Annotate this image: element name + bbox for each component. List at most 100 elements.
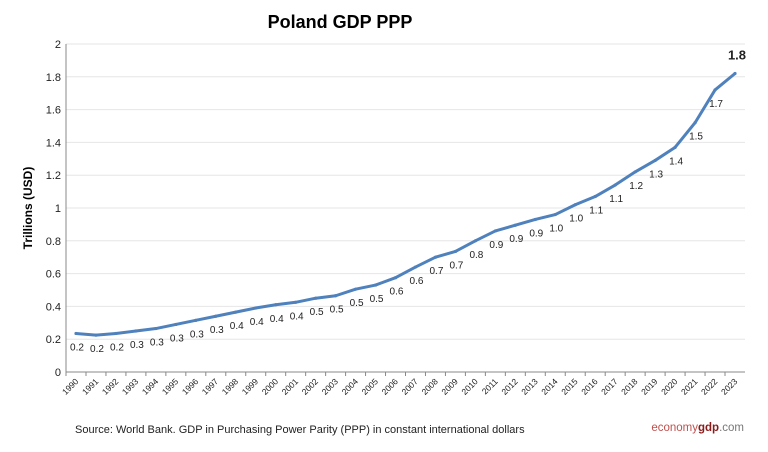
data-label: 1.4: [669, 156, 683, 167]
data-point: [194, 318, 198, 322]
data-label: 0.4: [290, 311, 304, 322]
data-label: 0.7: [449, 260, 463, 271]
data-label: 0.4: [250, 317, 264, 328]
data-point: [334, 294, 338, 298]
series-line: [75, 72, 736, 337]
data-point: [633, 170, 637, 174]
x-tick-label: 2007: [399, 376, 420, 397]
data-point: [353, 287, 358, 291]
data-label: 0.2: [110, 342, 124, 353]
x-tick-label: 1999: [240, 376, 261, 397]
data-point: [114, 331, 118, 336]
data-point: [653, 158, 657, 163]
data-point: [573, 203, 577, 207]
data-label: 0.4: [270, 314, 284, 325]
data-point: [254, 306, 258, 310]
data-label: 0.5: [310, 307, 324, 318]
data-point: [134, 329, 138, 333]
data-label: 0.5: [330, 305, 344, 316]
x-tick-label: 2006: [379, 376, 400, 397]
data-label: 0.9: [489, 240, 503, 251]
data-label: 0.3: [130, 340, 144, 351]
y-tick-label: 1.8: [46, 72, 61, 84]
y-tick-label: 2: [55, 39, 61, 51]
data-label: 1.7: [709, 99, 723, 110]
x-tick-label: 1997: [200, 376, 221, 397]
data-label: 0.9: [509, 234, 523, 245]
y-tick-label: 1.6: [46, 105, 61, 117]
x-tick-label: 2010: [459, 376, 480, 397]
data-label: 1.1: [589, 206, 603, 217]
data-point: [593, 194, 597, 199]
y-tick-label: 0.2: [46, 334, 61, 346]
x-tick-label: 2015: [559, 376, 580, 397]
x-tick-label: 2018: [619, 376, 640, 397]
data-point: [453, 249, 458, 254]
data-label: 0.3: [210, 325, 224, 336]
data-label: 0.3: [190, 329, 204, 340]
watermark-part: gdp: [698, 422, 720, 434]
x-tick-label: 1993: [120, 376, 141, 397]
data-label: 1.3: [649, 169, 663, 180]
data-point: [553, 212, 557, 217]
x-tick-label: 2013: [519, 376, 540, 397]
y-tick-label: 1: [55, 203, 61, 215]
data-point: [533, 217, 537, 222]
data-point: [154, 326, 158, 331]
data-label: 0.3: [170, 333, 184, 344]
data-label: 0.7: [430, 266, 444, 277]
data-label: 0.4: [230, 321, 244, 332]
x-tick-label: 2002: [300, 376, 321, 397]
x-tick-label: 2009: [439, 376, 460, 397]
data-label: 0.5: [370, 294, 384, 305]
data-point: [314, 296, 318, 300]
data-point: [613, 183, 617, 187]
x-tick-label: 2001: [280, 376, 301, 397]
x-tick-label: 2021: [679, 376, 700, 397]
x-tick-label: 2011: [480, 376, 500, 396]
source-note: Source: World Bank. GDP in Purchasing Po…: [75, 424, 525, 436]
data-label: 0.5: [350, 298, 364, 309]
x-tick-label: 2016: [579, 376, 600, 397]
x-tick-label: 1995: [160, 376, 181, 397]
data-point: [294, 300, 298, 304]
data-point: [373, 283, 378, 287]
data-point: [693, 121, 697, 125]
data-point: [413, 265, 418, 269]
y-axis-label: Trillions (USD): [21, 167, 35, 250]
x-tick-label: 2005: [360, 376, 381, 397]
data-point: [74, 331, 78, 336]
y-tick-label: 1.2: [46, 170, 61, 182]
data-point: [733, 71, 737, 76]
x-tick-label: 2019: [639, 376, 660, 397]
x-tick-label: 2014: [539, 376, 560, 397]
data-label: 1.5: [689, 132, 703, 143]
x-tick-label: 2000: [260, 376, 281, 397]
data-label: 0.2: [70, 342, 84, 353]
chart-title: Poland GDP PPP: [268, 12, 413, 32]
data-label: 0.8: [469, 250, 483, 261]
data-label: 1.2: [629, 181, 643, 192]
data-point: [214, 314, 218, 318]
y-tick-label: 1.4: [46, 137, 61, 149]
data-label: 1.0: [549, 224, 563, 235]
data-point: [673, 145, 677, 149]
data-label: 0.3: [150, 338, 164, 349]
data-point: [433, 255, 438, 259]
y-tick-label: 0.4: [46, 301, 61, 313]
data-point: [473, 239, 477, 243]
data-label: 0.9: [529, 228, 543, 239]
x-tick-label: 1990: [60, 376, 81, 397]
data-label: 0.6: [390, 287, 404, 298]
data-point: [274, 303, 278, 307]
watermark-part: .com: [719, 422, 744, 434]
x-tick-label: 1992: [100, 376, 121, 397]
x-tick-label: 2004: [340, 376, 361, 397]
x-tick-label: 2008: [419, 376, 440, 397]
data-point: [713, 88, 717, 92]
x-tick-label: 2020: [659, 376, 680, 397]
watermark-logo[interactable]: economygdp.com: [651, 422, 744, 434]
x-tick-label: 1998: [220, 376, 241, 397]
data-label: 1.1: [609, 194, 623, 205]
